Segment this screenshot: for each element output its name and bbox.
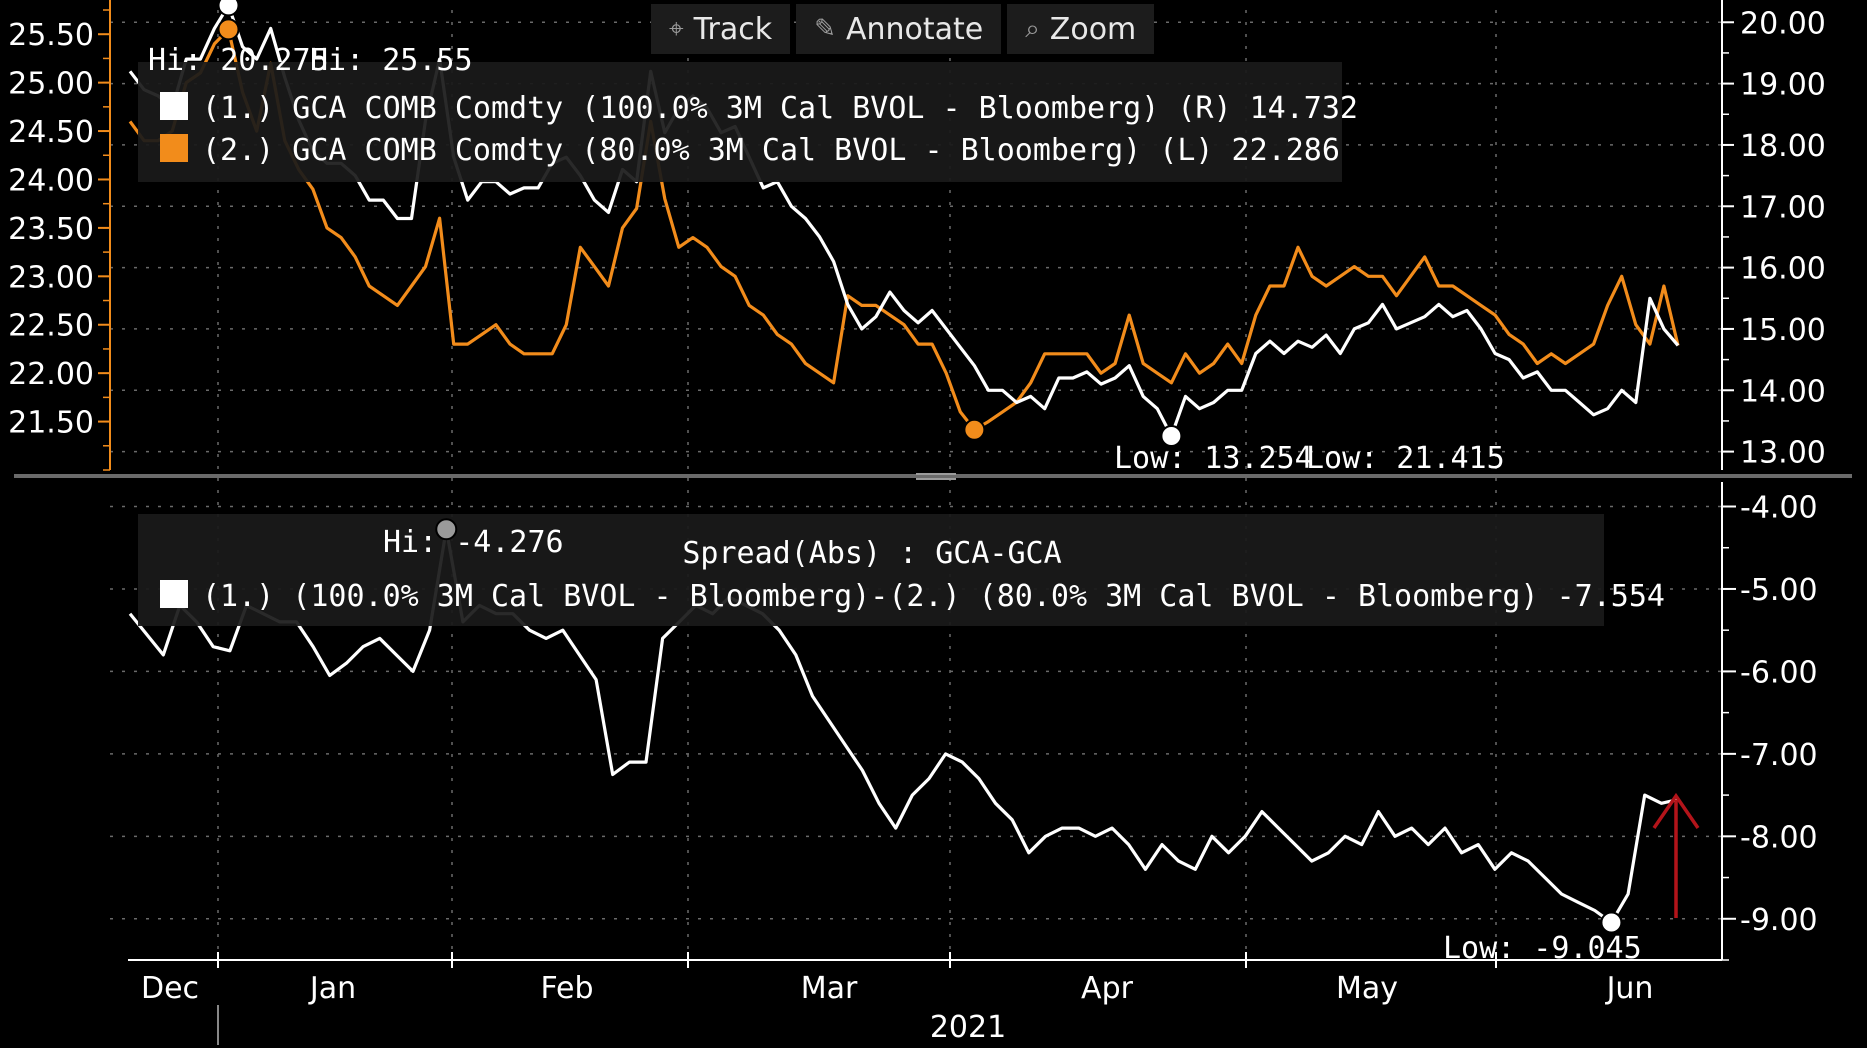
low-label-series-2: Low: 21.415 [1306, 441, 1505, 476]
series [128, 3, 1680, 925]
hi-marker-series-1 [217, 0, 240, 17]
chart-toolbar: ⌖ Track ✎ Annotate ⌕ Zoom [651, 4, 1155, 54]
low-label-spread: Low: -9.045 [1443, 931, 1642, 966]
x-tick-label-mar: Mar [801, 971, 858, 1006]
right-tick-label: 16.00 [1740, 252, 1826, 287]
left-tick-label: 21.50 [8, 406, 94, 441]
left-tick-label: 22.50 [8, 309, 94, 344]
axes: 20.00 19.00 18.00 17.00 16.00 15.00 14.00 13.00… [8, 0, 1852, 1045]
x-tick-label-may: May [1336, 971, 1398, 1006]
x-tick-label-jun: Jun [1605, 971, 1654, 1006]
left-tick-label: 24.00 [8, 163, 94, 198]
right-tick-label: 13.00 [1740, 436, 1826, 471]
right-tick-label: -9.00 [1740, 903, 1818, 938]
series-2-line [128, 27, 1680, 432]
right-tick-label: -4.00 [1740, 490, 1818, 525]
left-tick-label: 23.00 [8, 260, 94, 295]
right-tick-label: -6.00 [1740, 655, 1818, 690]
legend-spread: (1.) (100.0% 3M Cal BVOL - Bloomberg)-(2… [202, 579, 1665, 614]
right-tick-label: 15.00 [1740, 313, 1826, 348]
red-arrow-head [1652, 792, 1700, 829]
hi-label-series-2: Hi: 25.55 [310, 43, 473, 78]
x-tick-label-jan: Jan [308, 971, 356, 1006]
right-tick-label: -8.00 [1740, 820, 1818, 855]
track-button[interactable]: ⌖ Track [651, 4, 791, 54]
right-tick-label: 17.00 [1740, 190, 1826, 225]
overlays: (1.) GCA COMB Comdty (100.0% 3M Cal BVOL… [138, 0, 1700, 966]
hi-marker-series-2 [217, 18, 240, 41]
right-tick-label: 18.00 [1740, 129, 1826, 164]
x-tick-label-apr: Apr [1081, 971, 1134, 1006]
legend-orange-square [160, 134, 188, 162]
left-tick-label: 25.00 [8, 67, 94, 102]
hi-label-spread: Hi: -4.276 [383, 525, 564, 560]
top-legend-box [138, 62, 1342, 182]
x-tick-label-dec: Dec [141, 971, 199, 1006]
low-marker-spread [1600, 911, 1623, 934]
bottom-legend-box [138, 514, 1604, 626]
hi-marker-spread [435, 518, 458, 541]
legend-white-square [160, 580, 188, 608]
low-marker-series-1 [1160, 425, 1183, 448]
hi-label-series-1: Hi: 20.275 [148, 43, 329, 78]
x-tick-label-feb: Feb [540, 971, 593, 1006]
magnifier-icon: ⌕ [1025, 13, 1040, 44]
low-marker-series-2 [963, 418, 986, 441]
annotate-label: Annotate [845, 11, 984, 47]
x-year-label: 2021 [930, 1010, 1006, 1045]
left-tick-label: 25.50 [8, 18, 94, 53]
right-tick-label: 20.00 [1740, 6, 1826, 41]
legend-white-square [160, 92, 188, 120]
right-tick-label: -5.00 [1740, 573, 1818, 608]
series-1-line [128, 3, 1680, 438]
spread-line [128, 527, 1679, 925]
crosshair-icon: ⌖ [669, 13, 684, 44]
track-label: Track [693, 11, 773, 47]
annotate-button[interactable]: ✎ Annotate [796, 4, 1002, 54]
zoom-label: Zoom [1049, 11, 1137, 47]
left-tick-label: 22.00 [8, 357, 94, 392]
right-tick-label: -7.00 [1740, 738, 1818, 773]
left-tick-label: 23.50 [8, 212, 94, 247]
right-tick-label: 19.00 [1740, 68, 1826, 103]
zoom-button[interactable]: ⌕ Zoom [1007, 4, 1155, 54]
low-label-series-1: Low: 13.254 [1114, 441, 1313, 476]
spread-title: Spread(Abs) : GCA-GCA [682, 536, 1061, 571]
legend-series-2: (2.) GCA COMB Comdty (80.0% 3M Cal BVOL … [202, 133, 1340, 168]
left-tick-label: 24.50 [8, 115, 94, 150]
right-tick-label: 14.00 [1740, 374, 1826, 409]
legend-series-1: (1.) GCA COMB Comdty (100.0% 3M Cal BVOL… [202, 91, 1358, 126]
pencil-icon: ✎ [814, 14, 836, 44]
